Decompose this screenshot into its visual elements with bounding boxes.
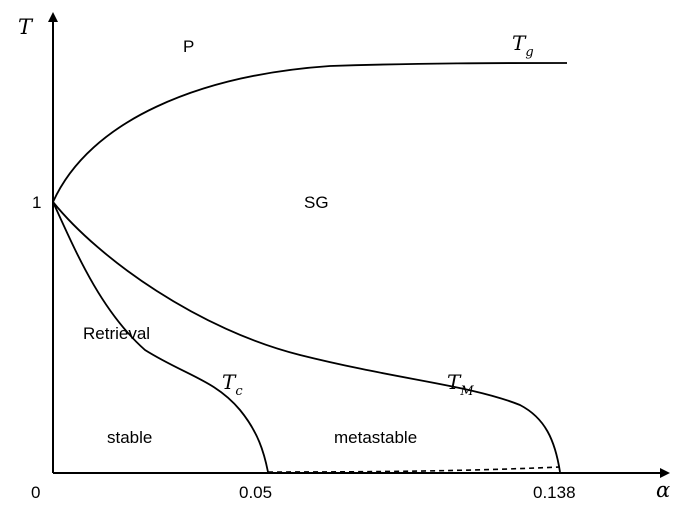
region-label-p: P	[183, 37, 194, 56]
y-axis-label: T	[18, 15, 34, 39]
region-label-stable: stable	[107, 428, 152, 447]
region-label-retrieval: Retrieval	[83, 324, 150, 343]
zero-temperature-dashed-boundary	[267, 466, 561, 473]
x-tick-label-0-05: 0.05	[239, 483, 272, 502]
tg-curve	[52, 62, 568, 203]
x-axis-label: α	[656, 478, 670, 502]
region-label-metastable: metastable	[334, 428, 417, 447]
x-tick-label-0: 0	[31, 483, 40, 502]
x-tick-label-0-138: 0.138	[533, 483, 576, 502]
tg-curve-label: Tg	[512, 31, 534, 60]
tc-curve	[52, 201, 269, 473]
tm-curve	[52, 201, 561, 473]
tm-curve-label: TM	[447, 370, 474, 399]
tc-curve-label: Tc	[222, 370, 243, 399]
y-tick-label-1: 1	[32, 193, 41, 212]
region-label-sg: SG	[304, 193, 329, 212]
